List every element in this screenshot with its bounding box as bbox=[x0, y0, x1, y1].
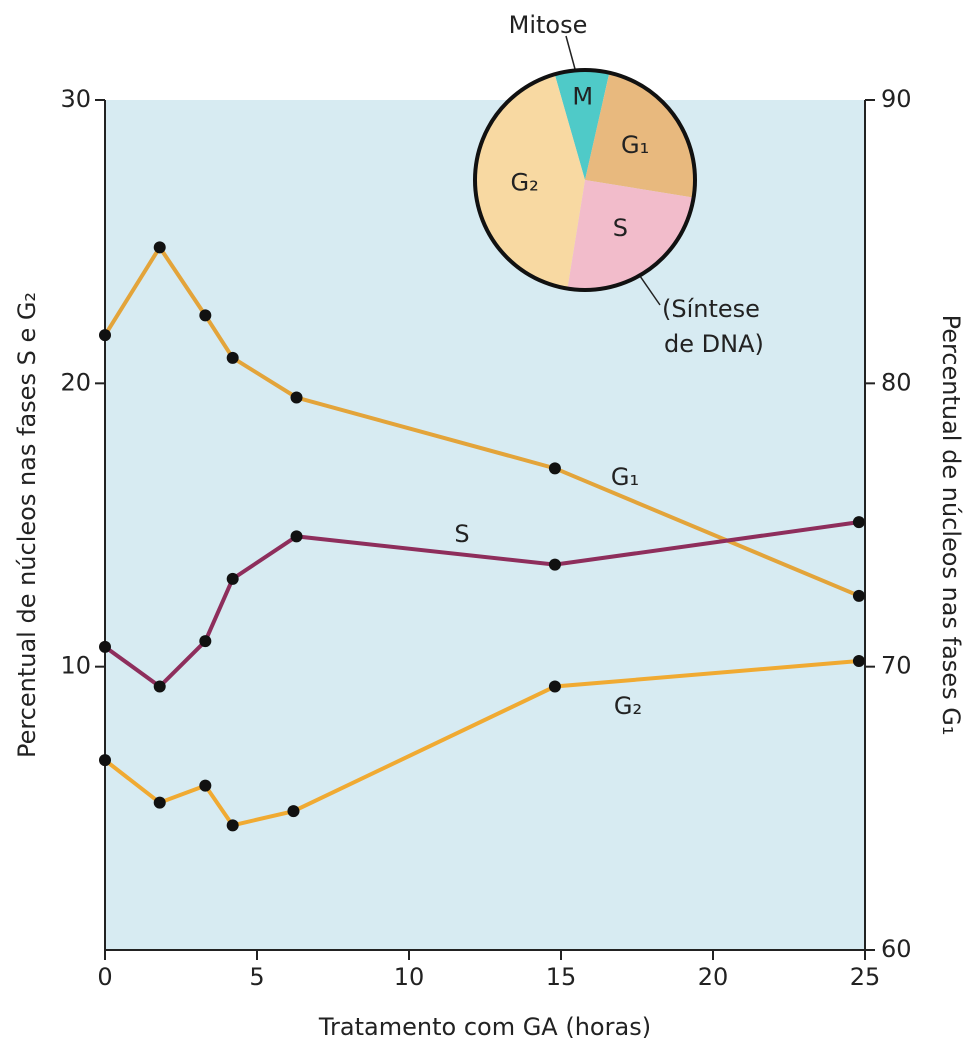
y2-tick-label: 80 bbox=[881, 368, 912, 396]
data-point bbox=[99, 641, 111, 653]
x-tick-label: 25 bbox=[850, 963, 881, 991]
y2-tick-label: 90 bbox=[881, 85, 912, 113]
data-point bbox=[154, 797, 166, 809]
x-tick-label: 20 bbox=[698, 963, 729, 991]
data-point bbox=[199, 309, 211, 321]
series-label: G₁ bbox=[611, 463, 639, 491]
pie-title: Mitose bbox=[509, 11, 588, 39]
pie-label: S bbox=[613, 214, 628, 242]
x-tick-label: 0 bbox=[97, 963, 112, 991]
data-point bbox=[549, 462, 561, 474]
data-point bbox=[199, 635, 211, 647]
pie-label: G₂ bbox=[510, 169, 538, 197]
data-point bbox=[549, 681, 561, 693]
y2-axis-label: Percentual de núcleos nas fases G₁ bbox=[937, 315, 965, 736]
y2-tick-label: 60 bbox=[881, 935, 912, 963]
x-tick-label: 5 bbox=[249, 963, 264, 991]
data-point bbox=[227, 819, 239, 831]
data-point bbox=[99, 754, 111, 766]
pie-label: M bbox=[572, 83, 593, 111]
x-axis-label: Tratamento com GA (horas) bbox=[318, 1013, 651, 1041]
data-point bbox=[154, 681, 166, 693]
data-point bbox=[853, 655, 865, 667]
x-tick-label: 15 bbox=[546, 963, 577, 991]
y2-tick-label: 70 bbox=[881, 652, 912, 680]
data-point bbox=[227, 352, 239, 364]
data-point bbox=[199, 780, 211, 792]
y-axis-label: Percentual de núcleos nas fases S e G₂ bbox=[13, 292, 41, 758]
data-point bbox=[291, 392, 303, 404]
pie-annotation: de DNA) bbox=[664, 330, 764, 358]
data-point bbox=[853, 516, 865, 528]
y-tick-label: 30 bbox=[60, 85, 91, 113]
pie-label: G₁ bbox=[621, 131, 649, 159]
series-label: G₂ bbox=[614, 692, 642, 720]
data-point bbox=[291, 530, 303, 542]
data-point bbox=[154, 241, 166, 253]
data-point bbox=[287, 805, 299, 817]
x-tick-label: 10 bbox=[394, 963, 425, 991]
data-point bbox=[227, 573, 239, 585]
y-tick-label: 20 bbox=[60, 368, 91, 396]
series-label: S bbox=[454, 520, 469, 548]
chart: Tratamento com GA (horas) Percentual de … bbox=[0, 0, 972, 1046]
data-point bbox=[99, 329, 111, 341]
data-point bbox=[853, 590, 865, 602]
pie-annotation: (Síntese bbox=[662, 295, 760, 323]
y-tick-label: 10 bbox=[60, 652, 91, 680]
data-point bbox=[549, 559, 561, 571]
